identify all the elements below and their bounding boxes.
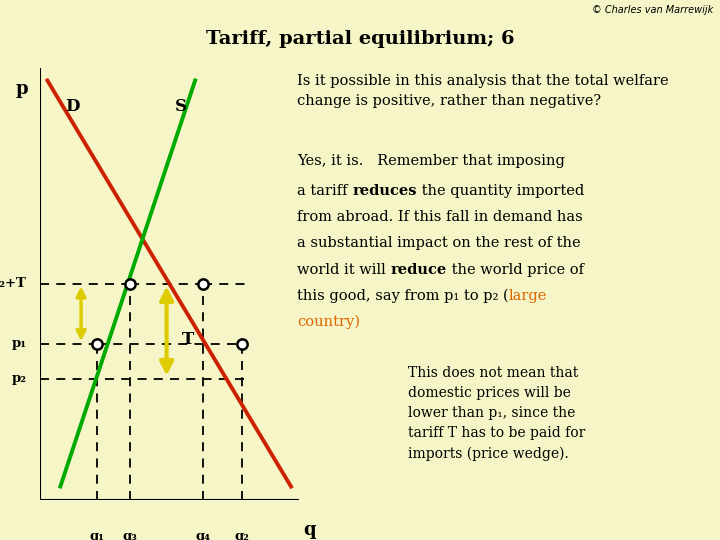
- Text: q₁: q₁: [89, 530, 104, 540]
- Text: Tariff, partial equilibrium; 6: Tariff, partial equilibrium; 6: [206, 30, 514, 48]
- Text: S: S: [174, 98, 186, 114]
- Text: This does not mean that
domestic prices will be
lower than p₁, since the
tariff : This does not mean that domestic prices …: [408, 366, 586, 461]
- Text: q₃: q₃: [123, 530, 138, 540]
- Point: [125, 279, 136, 288]
- Point: [91, 340, 102, 348]
- Text: from abroad. If this fall in demand has: from abroad. If this fall in demand has: [297, 211, 583, 224]
- Text: this good, say from p₁ to p₂ (: this good, say from p₁ to p₂ (: [297, 289, 509, 303]
- Text: q₄: q₄: [195, 530, 210, 540]
- Text: q: q: [303, 521, 315, 539]
- Text: reduces: reduces: [352, 184, 417, 198]
- Text: q₂: q₂: [234, 530, 249, 540]
- Text: reduce: reduce: [391, 262, 447, 276]
- Text: p₂+T: p₂+T: [0, 277, 27, 290]
- Text: T: T: [182, 331, 194, 348]
- Point: [197, 279, 209, 288]
- Text: p: p: [15, 80, 28, 98]
- Text: large: large: [509, 289, 547, 303]
- Text: Yes, it is.   Remember that imposing: Yes, it is. Remember that imposing: [297, 154, 565, 168]
- Text: p₂: p₂: [12, 372, 27, 385]
- Text: a tariff: a tariff: [297, 184, 352, 198]
- Text: p₁: p₁: [12, 338, 27, 350]
- Text: the quantity imported: the quantity imported: [417, 184, 584, 198]
- Text: the world price of: the world price of: [447, 262, 584, 276]
- Text: a substantial impact on the rest of the: a substantial impact on the rest of the: [297, 237, 581, 251]
- Text: world it will: world it will: [297, 262, 391, 276]
- Text: © Charles van Marrewijk: © Charles van Marrewijk: [592, 5, 713, 16]
- Text: country): country): [297, 315, 360, 329]
- Text: Is it possible in this analysis that the total welfare
change is positive, rathe: Is it possible in this analysis that the…: [297, 75, 669, 108]
- Point: [236, 340, 248, 348]
- Text: D: D: [66, 98, 80, 114]
